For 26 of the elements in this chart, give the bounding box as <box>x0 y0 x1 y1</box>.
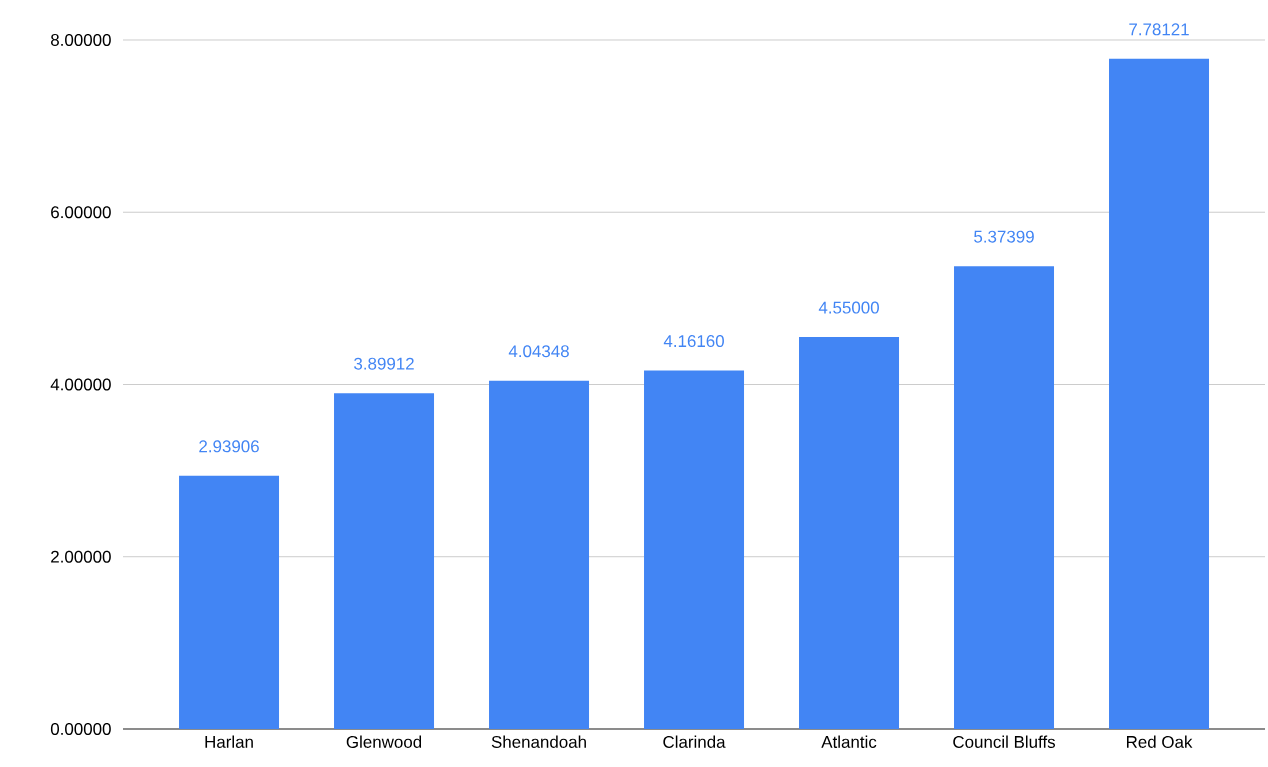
bar <box>799 337 900 729</box>
bar <box>489 380 590 729</box>
x-tick-label: Shenandoah <box>491 735 586 748</box>
y-tick-label: 0.00000 <box>50 722 111 735</box>
y-tick-label: 4.00000 <box>50 378 111 391</box>
bar <box>334 393 435 729</box>
x-tick-label: Council Bluffs <box>953 735 1056 748</box>
x-tick-label: Harlan <box>205 735 253 748</box>
data-label: 5.37399 <box>974 230 1034 243</box>
data-label: 7.78121 <box>1129 23 1189 36</box>
data-label: 4.04348 <box>508 345 569 358</box>
data-label: 2.93906 <box>199 440 259 453</box>
y-tick-label: 2.00000 <box>51 550 111 563</box>
x-tick-label: Red Oak <box>1126 735 1193 748</box>
x-tick-label: Glenwood <box>346 735 422 748</box>
bar <box>954 266 1055 729</box>
data-label: 4.55000 <box>818 301 879 314</box>
bar <box>644 370 745 729</box>
x-tick-label: Clarinda <box>663 735 726 748</box>
x-tick-label: Atlantic <box>821 735 877 748</box>
bar <box>1109 58 1210 729</box>
y-tick-label: 8.00000 <box>51 33 111 46</box>
data-label: 4.16160 <box>663 335 724 348</box>
y-tick-label: 6.00000 <box>51 206 111 219</box>
bar <box>179 475 280 729</box>
data-label: 3.89912 <box>354 357 414 370</box>
